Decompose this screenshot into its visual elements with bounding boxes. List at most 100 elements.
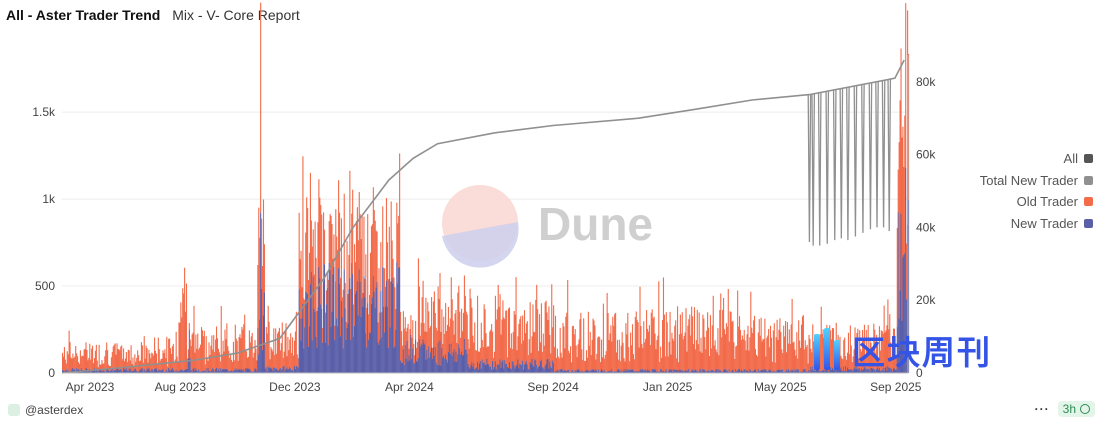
bar-new-trader: [467, 363, 469, 373]
bar-new-trader: [387, 347, 389, 373]
bar-new-trader: [646, 370, 648, 373]
bar-new-trader: [591, 369, 593, 373]
bar-old-trader: [160, 358, 162, 371]
bar-new-trader: [299, 318, 301, 373]
bar-old-trader: [178, 322, 180, 372]
bar-old-trader: [724, 334, 727, 370]
bar-new-trader: [192, 369, 194, 373]
bar-new-trader: [727, 371, 729, 373]
bar-new-trader: [487, 363, 489, 373]
bar-new-trader: [369, 332, 372, 373]
bar-new-trader: [699, 368, 701, 373]
bar-old-trader: [309, 172, 311, 285]
bar-old-trader: [744, 340, 746, 370]
bar-old-trader: [348, 255, 350, 290]
bar-new-trader: [881, 369, 883, 373]
bar-old-trader: [65, 363, 67, 370]
bar-new-trader: [648, 369, 650, 373]
more-options-icon[interactable]: ···: [1034, 402, 1050, 416]
bar-old-trader: [832, 328, 834, 370]
legend-item-total-new-trader[interactable]: Total New Trader: [980, 170, 1093, 192]
bar-new-trader: [145, 371, 147, 373]
bar-old-trader: [191, 334, 193, 372]
legend-item-old-trader[interactable]: Old Trader: [980, 191, 1093, 213]
bar-old-trader: [393, 277, 395, 348]
bar-new-trader: [799, 371, 801, 373]
bar-old-trader: [743, 329, 745, 369]
chart-subtitle: Mix - V- Core Report: [172, 7, 300, 23]
bar-new-trader: [815, 368, 818, 373]
y-right-tick-label: 60k: [916, 148, 936, 162]
bar-new-trader: [138, 371, 140, 373]
bar-new-trader: [266, 370, 268, 373]
bar-new-trader: [818, 370, 820, 373]
bar-new-trader: [619, 371, 621, 373]
bar-new-trader: [438, 365, 440, 373]
bar-new-trader: [836, 367, 838, 373]
bar-new-trader: [675, 369, 677, 373]
refresh-badge[interactable]: 3h: [1057, 401, 1095, 417]
x-tick-label: Apr 2023: [66, 380, 115, 394]
bar-new-trader: [578, 369, 580, 373]
bar-old-trader: [329, 214, 331, 270]
bar-old-trader: [223, 351, 225, 370]
bar-new-trader: [228, 371, 230, 373]
bar-new-trader: [576, 369, 578, 373]
bar-old-trader: [867, 324, 869, 370]
bar-old-trader: [517, 336, 519, 360]
bar-old-trader: [318, 179, 320, 267]
bar-new-trader: [504, 360, 506, 373]
bar-old-trader: [519, 319, 521, 364]
bar-old-trader: [375, 230, 377, 288]
bar-old-trader: [596, 353, 598, 371]
bar-old-trader: [229, 357, 231, 371]
bar-new-trader: [709, 371, 711, 373]
bar-old-trader: [682, 339, 684, 371]
bar-old-trader: [240, 338, 242, 371]
refresh-interval: 3h: [1062, 402, 1076, 416]
bar-old-trader: [861, 351, 863, 369]
bar-new-trader: [433, 355, 435, 373]
bar-old-trader: [552, 327, 554, 361]
bar-old-trader: [90, 359, 92, 372]
bar-new-trader: [478, 363, 480, 373]
bar-new-trader: [894, 369, 896, 373]
bar-old-trader: [655, 349, 657, 371]
bar-new-trader: [427, 358, 429, 373]
bar-new-trader: [677, 371, 680, 373]
bar-new-trader: [722, 371, 724, 373]
bar-new-trader: [400, 360, 402, 373]
legend-item-new-trader[interactable]: New Trader: [980, 213, 1093, 235]
bar-new-trader: [159, 370, 161, 373]
bar-old-trader: [720, 293, 722, 371]
bar-new-trader: [305, 291, 307, 373]
bar-old-trader: [509, 348, 511, 369]
bar-new-trader: [841, 370, 843, 373]
bar-old-trader: [283, 351, 285, 366]
bar-new-trader: [65, 369, 67, 373]
bar-old-trader: [518, 323, 520, 369]
bar-old-trader: [908, 53, 910, 200]
bar-new-trader: [824, 371, 826, 373]
bar-old-trader: [666, 322, 668, 373]
bar-old-trader: [514, 314, 516, 369]
bar-new-trader: [594, 370, 596, 373]
legend-item-all[interactable]: All: [980, 148, 1093, 170]
bar-old-trader: [194, 352, 196, 371]
bar-new-trader: [151, 368, 153, 373]
bar-old-trader: [563, 326, 565, 371]
bar-old-trader: [537, 309, 539, 369]
author-link[interactable]: @asterdex: [8, 403, 83, 417]
bar-old-trader: [641, 343, 643, 371]
bar-old-trader: [864, 354, 866, 368]
bar-old-trader: [632, 354, 634, 371]
bar-old-trader: [339, 277, 342, 337]
bar-new-trader: [823, 369, 825, 373]
bar-old-trader: [588, 345, 590, 372]
bar-old-trader: [140, 342, 142, 369]
bar-new-trader: [332, 274, 334, 373]
bar-new-trader: [482, 362, 484, 373]
bar-old-trader: [692, 316, 694, 370]
bar-old-trader: [79, 350, 81, 371]
bar-new-trader: [408, 355, 410, 373]
